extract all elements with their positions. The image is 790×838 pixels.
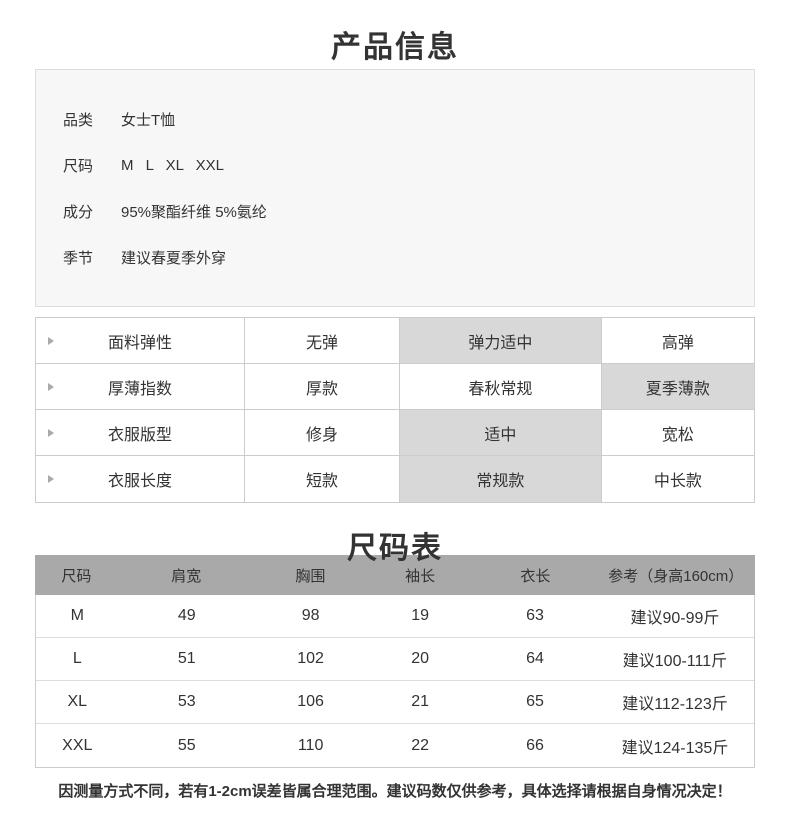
info-label: 成分 xyxy=(63,203,94,221)
attribute-option: 春秋常规 xyxy=(400,364,602,409)
size-chart-title: 尺码表 xyxy=(347,532,443,565)
info-row-category: 品类 女士T恤 xyxy=(63,96,754,142)
attribute-option: 适中 xyxy=(400,410,602,455)
attribute-option: 厚款 xyxy=(244,364,401,409)
info-label: 品类 xyxy=(63,111,94,129)
table-cell: 66 xyxy=(526,736,544,754)
size-table-header: 尺码 肩宽 胸围 袖长 衣长 参考（身高160cm） xyxy=(35,555,755,595)
table-cell: 建议124-135斤 xyxy=(621,739,729,757)
info-label: 尺码 xyxy=(63,157,94,175)
info-value: 女士T恤 xyxy=(121,111,176,129)
table-row: M 49 98 19 63 建议90-99斤 xyxy=(36,595,754,638)
attribute-option: 夏季薄款 xyxy=(601,364,754,409)
table-row: L 51 102 20 64 建议100-111斤 xyxy=(36,638,754,681)
header-cell: 尺码 xyxy=(61,567,92,585)
attribute-label-text: 衣服长度 xyxy=(107,473,172,490)
table-row: XL 53 106 21 65 建议112-123斤 xyxy=(36,681,754,724)
table-cell: 建议90-99斤 xyxy=(630,610,720,627)
attribute-row-elasticity: 面料弹性 无弹 弹力适中 高弹 xyxy=(36,318,754,364)
table-cell: 22 xyxy=(411,736,429,754)
table-cell: 49 xyxy=(177,607,196,624)
size-table-body: M 49 98 19 63 建议90-99斤 L 51 102 20 64 建议… xyxy=(35,595,755,768)
table-cell: 110 xyxy=(297,736,324,754)
attribute-option: 常规款 xyxy=(400,456,602,502)
table-cell: 98 xyxy=(301,607,320,624)
attribute-table: 面料弹性 无弹 弹力适中 高弹 厚薄指数 厚款 春秋常规 夏季薄款 衣服版型 修… xyxy=(35,317,755,503)
row-marker-icon xyxy=(48,428,54,437)
attribute-row-thickness: 厚薄指数 厚款 春秋常规 夏季薄款 xyxy=(36,364,754,410)
table-cell: L xyxy=(72,650,82,667)
attribute-label-text: 面料弹性 xyxy=(107,334,172,352)
info-value: M L XL XXL xyxy=(121,156,224,174)
row-marker-icon xyxy=(48,382,54,391)
attribute-option: 高弹 xyxy=(601,318,754,363)
info-value: 建议春夏季外穿 xyxy=(121,249,227,267)
info-row-size: 尺码 M L XL XXL xyxy=(63,142,754,188)
attribute-option: 中长款 xyxy=(601,456,754,502)
table-cell: M xyxy=(70,607,84,624)
attribute-label: 衣服版型 xyxy=(36,410,245,455)
table-cell: 21 xyxy=(411,693,429,710)
attribute-label-text: 衣服版型 xyxy=(107,426,172,444)
table-cell: 建议100-111斤 xyxy=(622,653,728,670)
size-table: 尺码 肩宽 胸围 袖长 衣长 参考（身高160cm） M 49 98 19 63… xyxy=(35,555,755,768)
attribute-label-text: 厚薄指数 xyxy=(107,380,172,398)
table-cell: 64 xyxy=(526,650,544,667)
header-cell: 袖长 xyxy=(405,567,436,585)
table-row: XXL 55 110 22 66 建议124-135斤 xyxy=(36,724,754,767)
attribute-option: 修身 xyxy=(244,410,401,455)
header-cell: 参考（身高160cm） xyxy=(608,567,744,585)
table-cell: 106 xyxy=(297,693,324,710)
info-value: 95%聚酯纤维 5%氨纶 xyxy=(121,203,267,221)
attribute-option: 无弹 xyxy=(244,318,401,363)
attribute-label: 厚薄指数 xyxy=(36,364,245,409)
header-cell: 胸围 xyxy=(295,567,326,585)
product-info-box: 品类 女士T恤 尺码 M L XL XXL 成分 95%聚酯纤维 5%氨纶 季节… xyxy=(35,69,755,307)
info-row-season: 季节 建议春夏季外穿 xyxy=(63,234,754,280)
row-marker-icon xyxy=(48,336,54,345)
page-title: 产品信息 xyxy=(331,31,459,64)
attribute-label: 面料弹性 xyxy=(36,318,245,363)
attribute-label: 衣服长度 xyxy=(36,456,245,502)
table-cell: 53 xyxy=(177,693,196,710)
info-label: 季节 xyxy=(63,249,94,267)
table-cell: XL xyxy=(67,693,88,710)
attribute-option: 宽松 xyxy=(601,410,754,455)
table-cell: XXL xyxy=(62,736,93,754)
table-cell: 65 xyxy=(526,693,544,710)
attribute-option: 短款 xyxy=(244,456,401,502)
table-cell: 55 xyxy=(177,736,196,754)
footer-note: 因测量方式不同，若有1-2cm误差皆属合理范围。建议码数仅供参考，具体选择请根据… xyxy=(58,783,732,800)
table-cell: 63 xyxy=(526,607,544,624)
table-cell: 51 xyxy=(177,650,196,667)
table-cell: 102 xyxy=(297,650,324,667)
header-cell: 肩宽 xyxy=(171,567,202,585)
header-cell: 衣长 xyxy=(520,567,551,585)
table-cell: 20 xyxy=(411,650,429,667)
table-cell: 建议112-123斤 xyxy=(622,696,728,713)
attribute-option: 弹力适中 xyxy=(400,318,602,363)
info-row-composition: 成分 95%聚酯纤维 5%氨纶 xyxy=(63,188,754,234)
attribute-row-length: 衣服长度 短款 常规款 中长款 xyxy=(36,456,754,502)
row-marker-icon xyxy=(48,475,54,483)
attribute-row-fit: 衣服版型 修身 适中 宽松 xyxy=(36,410,754,456)
table-cell: 19 xyxy=(411,607,429,624)
